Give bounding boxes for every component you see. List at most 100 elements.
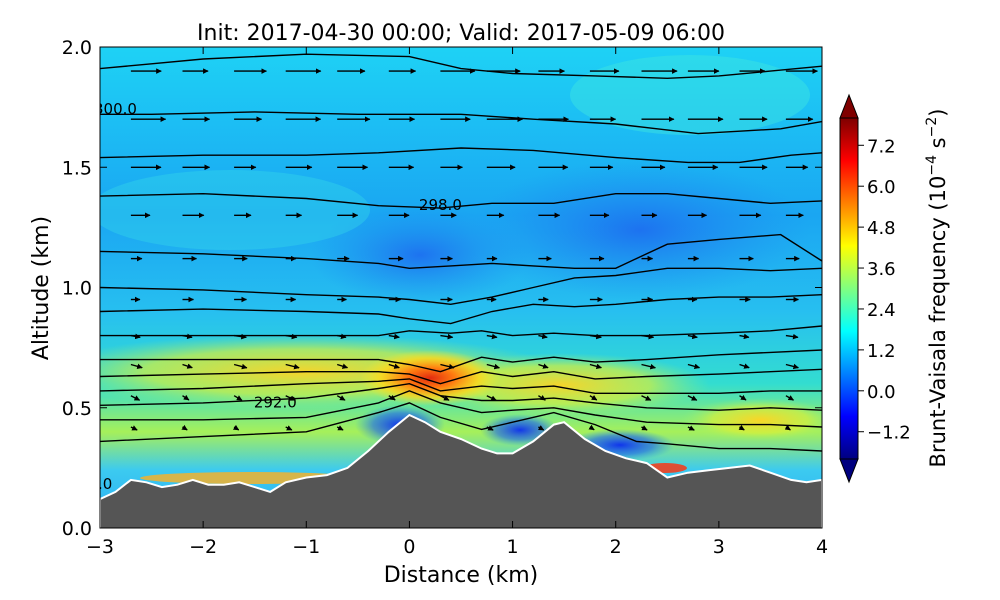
colorbar-tick-label: 4.8: [867, 218, 896, 239]
isentrope-line: [100, 402, 822, 452]
wind-arrow: [130, 363, 143, 370]
wind-arrow: [538, 395, 546, 401]
wind-arrow: [336, 395, 346, 401]
stable-layer: [680, 398, 822, 442]
wind-arrow: [233, 363, 248, 370]
wind-arrow: [739, 363, 750, 369]
x-axis: −3 −2 −1 0 1 2 3 4: [86, 47, 828, 558]
x-tick-label: −2: [189, 536, 217, 558]
colorbar-tick-label: 1.2: [867, 341, 896, 362]
wind-arrow: [181, 424, 188, 431]
wind-arrow: [486, 363, 500, 370]
wind-arrow: [233, 395, 243, 401]
colorbar-tick-label: 3.6: [867, 259, 896, 280]
wind-arrow: [641, 425, 648, 431]
wind-arrow: [285, 425, 293, 431]
wind-arrow: [739, 333, 750, 340]
wind-arrow: [537, 425, 545, 431]
plot-area: 300.0 298.0 292.0 .0: [94, 47, 822, 528]
isentrope-line: [100, 233, 822, 270]
y-axis-label: Altitude (km): [29, 216, 54, 360]
wind-vectors: [130, 68, 818, 431]
wind-arrow: [336, 363, 349, 369]
colorbar-extend-bottom: [839, 458, 859, 484]
wind-arrow: [641, 395, 652, 401]
colorbar-tick-label: 6.0: [867, 177, 896, 198]
wind-arrow: [440, 395, 450, 401]
wind-arrow: [785, 333, 799, 340]
wind-arrow: [285, 395, 296, 401]
wind-arrow: [182, 363, 193, 369]
isentrope-line: [100, 147, 822, 164]
wind-arrow: [182, 333, 193, 340]
colorbar-label-unit-exponent: −2: [924, 117, 940, 138]
wind-arrow: [388, 363, 400, 369]
wind-arrow: [538, 363, 549, 369]
wind-arrow: [130, 333, 141, 340]
wind-arrow: [130, 395, 141, 401]
wind-arrow: [486, 425, 494, 431]
x-tick-label: 4: [816, 536, 828, 558]
y-tick-label: 2.0: [62, 37, 92, 59]
colorbar-tick-label: −1.2: [867, 423, 911, 444]
cyan-region: [570, 55, 810, 135]
wind-arrow: [440, 363, 455, 370]
isentrope-line: [100, 325, 822, 337]
colorbar-ticks: −1.2 0.0 1.2 2.4 3.6 4.8 6.0 7.2: [858, 136, 911, 444]
colorbar-tick-label: 2.4: [867, 300, 896, 321]
x-tick-label: −3: [86, 536, 114, 558]
contour-label: 292.0: [254, 393, 297, 411]
blue-region: [470, 160, 810, 300]
contour-label: .0: [98, 475, 112, 493]
wind-arrow: [232, 424, 240, 431]
wind-arrow: [486, 395, 497, 401]
wind-arrow: [130, 425, 138, 431]
x-tick-label: 0: [403, 536, 415, 558]
y-tick-label: 0.0: [62, 518, 92, 540]
isentrope-line: [100, 382, 822, 411]
contour-label: 300.0: [94, 100, 137, 118]
y-tick-label: 1.5: [62, 157, 92, 179]
wind-arrow: [785, 363, 799, 370]
wind-arrow: [486, 333, 498, 340]
colorbar-tick-label: 7.2: [867, 136, 896, 157]
colorbar-label: Brunt-Vaisala frequency (10−4 s−2): [924, 109, 950, 468]
wind-arrow: [388, 333, 400, 340]
blue-region: [310, 205, 530, 305]
x-tick-label: −1: [292, 536, 320, 558]
wind-arrow: [285, 333, 298, 340]
colorbar-label-unit: s: [926, 137, 950, 155]
wind-arrow: [234, 333, 247, 340]
wind-arrow: [440, 333, 454, 340]
x-tick-label: 1: [507, 536, 519, 558]
isentrope-line: [100, 192, 822, 209]
wind-arrow: [687, 395, 698, 401]
wind-arrow: [687, 333, 698, 340]
wind-arrow: [785, 395, 794, 401]
x-axis-label: Distance (km): [384, 563, 539, 588]
wind-arrow: [784, 424, 791, 431]
wind-arrow: [687, 363, 701, 370]
x-tick-label: 2: [610, 536, 622, 558]
colorbar-gradient: [839, 117, 859, 460]
wind-arrow: [337, 333, 347, 340]
wind-arrow: [538, 333, 548, 340]
isentropes: [100, 53, 822, 452]
y-tick-label: 1.0: [62, 278, 92, 300]
wind-arrow: [641, 363, 656, 370]
isentrope-line: [100, 267, 822, 306]
wind-arrow: [589, 333, 602, 340]
contour-label: 298.0: [419, 196, 462, 214]
colorbar: −1.2 0.0 1.2 2.4 3.6 4.8 6.0 7.2 Brunt-Vaisala …: [839, 93, 950, 484]
colorbar-label-exponent: −4: [924, 155, 940, 176]
cyan-region: [100, 170, 370, 250]
colorbar-extend-top: [839, 93, 859, 119]
wind-arrow: [738, 424, 745, 431]
isentrope-line: [100, 349, 822, 373]
wind-arrow: [589, 394, 598, 401]
wind-arrow: [388, 394, 396, 401]
isentrope-line: [100, 294, 822, 325]
chart-title: Init: 2017-04-30 00:00; Valid: 2017-05-0…: [197, 21, 725, 46]
x-tick-label: 3: [713, 536, 725, 558]
